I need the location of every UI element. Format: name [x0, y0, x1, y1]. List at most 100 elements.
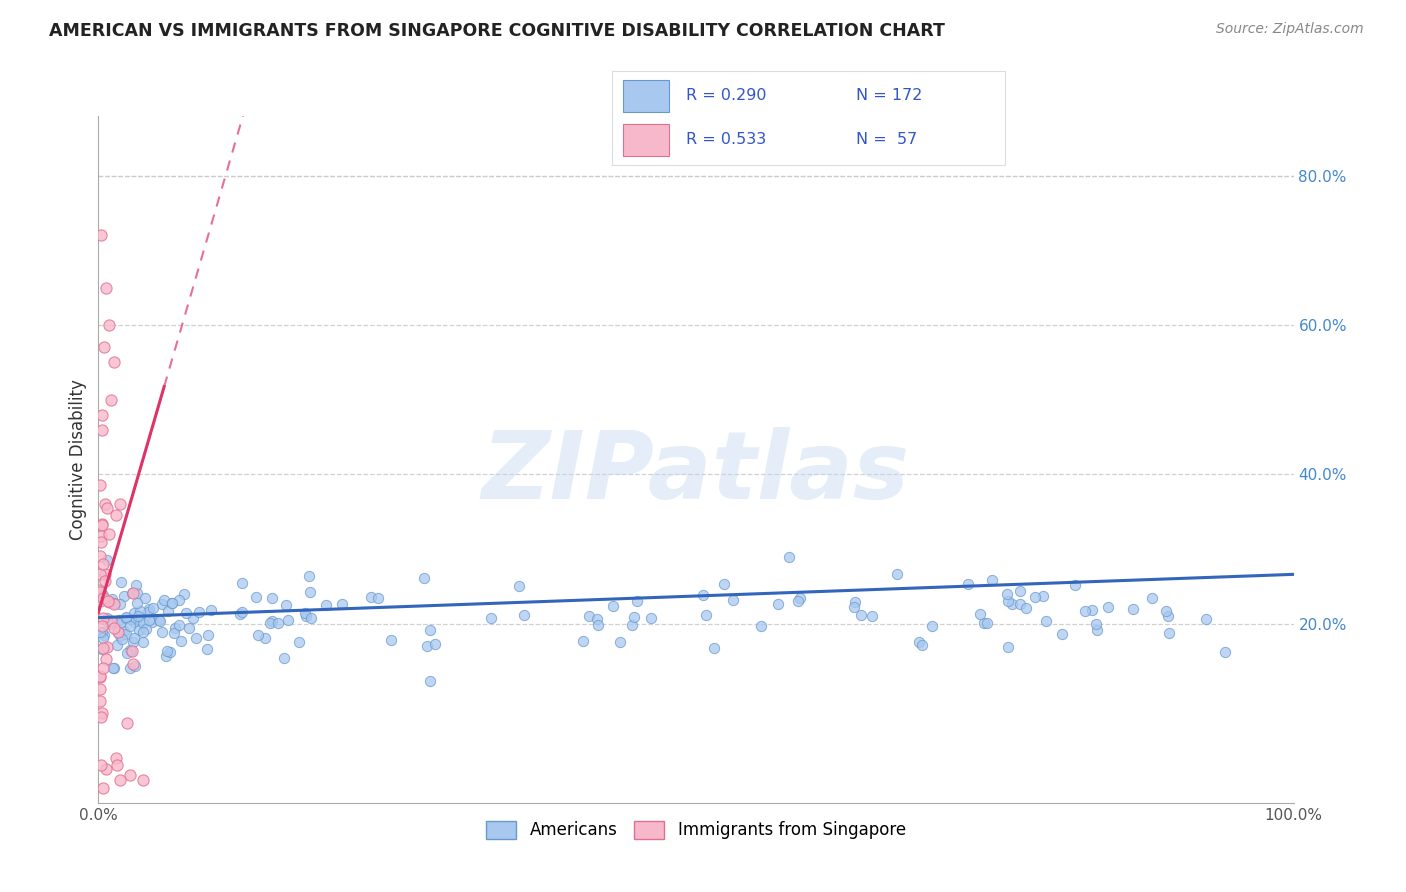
Point [110, 597, 132, 611]
Point [103, 596, 125, 610]
Point [844, 595, 866, 609]
Point [1195, 612, 1218, 626]
Point [200, 603, 222, 617]
Point [135, 622, 157, 636]
Bar [623, 124, 669, 156]
Point [122, 631, 145, 645]
Point [100, 614, 122, 628]
Point [124, 606, 146, 620]
Point [513, 608, 536, 623]
Point [419, 673, 441, 688]
Point [115, 716, 138, 731]
Point [96, 640, 118, 655]
Point [89, 567, 111, 582]
Point [1084, 617, 1107, 632]
Point [416, 639, 439, 653]
Point [1157, 608, 1180, 623]
Point [136, 606, 159, 620]
Point [121, 585, 143, 599]
Point [886, 567, 908, 582]
Point [623, 610, 645, 624]
Point [572, 633, 595, 648]
Point [91, 611, 114, 625]
Point [100, 392, 122, 407]
Point [586, 612, 609, 626]
Point [91, 588, 114, 602]
Point [107, 625, 129, 640]
Point [114, 610, 136, 624]
Point [103, 621, 125, 635]
Point [97, 593, 120, 607]
Point [1140, 591, 1163, 606]
Point [231, 576, 253, 591]
Point [299, 611, 322, 625]
Text: R = 0.533: R = 0.533 [686, 132, 766, 147]
Point [578, 609, 600, 624]
Text: R = 0.290: R = 0.290 [686, 87, 766, 103]
Point [122, 586, 145, 600]
Text: ZIPatlas: ZIPatlas [482, 427, 910, 519]
Point [229, 607, 252, 621]
Point [169, 592, 191, 607]
Point [89, 549, 111, 563]
Point [97, 526, 120, 541]
Point [1032, 589, 1054, 603]
Point [101, 592, 124, 607]
Point [90, 758, 112, 772]
Point [156, 644, 179, 658]
Point [274, 598, 297, 612]
Point [997, 594, 1019, 608]
Point [91, 631, 114, 645]
Point [260, 591, 283, 605]
Point [131, 616, 153, 631]
Point [128, 624, 150, 638]
Point [103, 661, 125, 675]
Point [586, 617, 609, 632]
Point [1154, 604, 1177, 618]
Point [609, 635, 631, 649]
Point [160, 596, 183, 610]
Point [105, 758, 128, 772]
Point [120, 612, 142, 626]
Point [91, 558, 114, 572]
Point [1063, 578, 1085, 592]
Point [107, 624, 129, 639]
Point [91, 640, 114, 655]
Point [1081, 603, 1104, 617]
Point [127, 596, 149, 610]
Text: N = 172: N = 172 [856, 87, 922, 103]
Point [167, 618, 190, 632]
Point [91, 517, 114, 532]
Point [911, 638, 934, 652]
Point [131, 625, 153, 640]
Point [862, 609, 884, 624]
Point [177, 621, 200, 635]
Point [153, 592, 176, 607]
Point [89, 584, 111, 599]
Point [253, 631, 276, 645]
Point [259, 616, 281, 631]
Point [1097, 600, 1119, 615]
Point [89, 681, 111, 696]
Point [299, 584, 322, 599]
Point [108, 497, 131, 511]
Point [621, 617, 644, 632]
Point [120, 660, 142, 674]
Point [141, 615, 163, 629]
Point [997, 640, 1019, 654]
Point [163, 625, 186, 640]
Point [108, 615, 131, 630]
Point [184, 631, 207, 645]
Point [125, 612, 148, 626]
Point [98, 617, 121, 632]
Point [120, 619, 142, 633]
Point [90, 529, 112, 543]
Point [231, 605, 253, 619]
Point [1215, 645, 1237, 659]
Point [108, 773, 131, 788]
Point [91, 625, 114, 640]
Point [94, 762, 117, 776]
Point [195, 641, 218, 656]
Point [105, 638, 128, 652]
Point [266, 616, 288, 631]
